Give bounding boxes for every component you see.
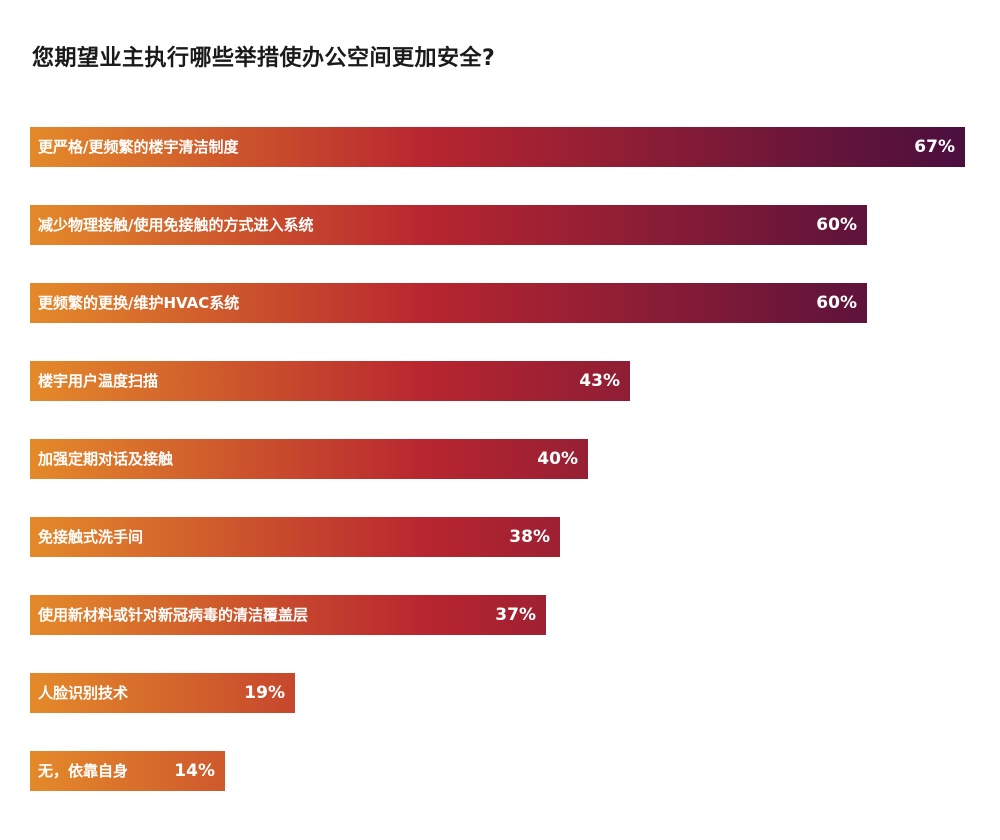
- bar-label: 楼宇用户温度扫描: [38, 372, 159, 390]
- bar-value-label: 19%: [244, 683, 285, 703]
- bar-label: 免接触式洗手间: [38, 528, 144, 546]
- bar-label: 更频繁的更换/维护HVAC系统: [38, 294, 240, 312]
- bar-8: 人脸识别技术 19%: [30, 673, 295, 713]
- bar-value-label: 43%: [579, 371, 620, 391]
- bar-label: 使用新材料或针对新冠病毒的清洁覆盖层: [38, 606, 309, 624]
- bar-label: 人脸识别技术: [38, 684, 129, 702]
- bar-value-label: 60%: [816, 215, 857, 235]
- bar-label: 无，依靠自身: [38, 762, 129, 780]
- bar-value-label: 38%: [509, 527, 550, 547]
- bar-label: 减少物理接触/使用免接触的方式进入系统: [38, 216, 314, 234]
- bar-9: 无，依靠自身 14%: [30, 751, 225, 791]
- bar-3: 更频繁的更换/维护HVAC系统 60%: [30, 283, 867, 323]
- bar-1: 更严格/更频繁的楼宇清洁制度 67%: [30, 127, 965, 167]
- bar-value-label: 40%: [537, 449, 578, 469]
- bar-value-label: 14%: [174, 761, 215, 781]
- bar-6: 免接触式洗手间 38%: [30, 517, 560, 557]
- bar-label: 更严格/更频繁的楼宇清洁制度: [38, 138, 239, 156]
- bar-2: 减少物理接触/使用免接触的方式进入系统 60%: [30, 205, 867, 245]
- bar-value-label: 37%: [495, 605, 536, 625]
- bar-5: 加强定期对话及接触 40%: [30, 439, 588, 479]
- bar-value-label: 60%: [816, 293, 857, 313]
- bar-4: 楼宇用户温度扫描 43%: [30, 361, 630, 401]
- chart-title: 您期望业主执行哪些举措使办公空间更加安全?: [32, 46, 496, 71]
- bar-value-label: 67%: [914, 137, 955, 157]
- bar-7: 使用新材料或针对新冠病毒的清洁覆盖层 37%: [30, 595, 546, 635]
- bar-label: 加强定期对话及接触: [38, 450, 174, 468]
